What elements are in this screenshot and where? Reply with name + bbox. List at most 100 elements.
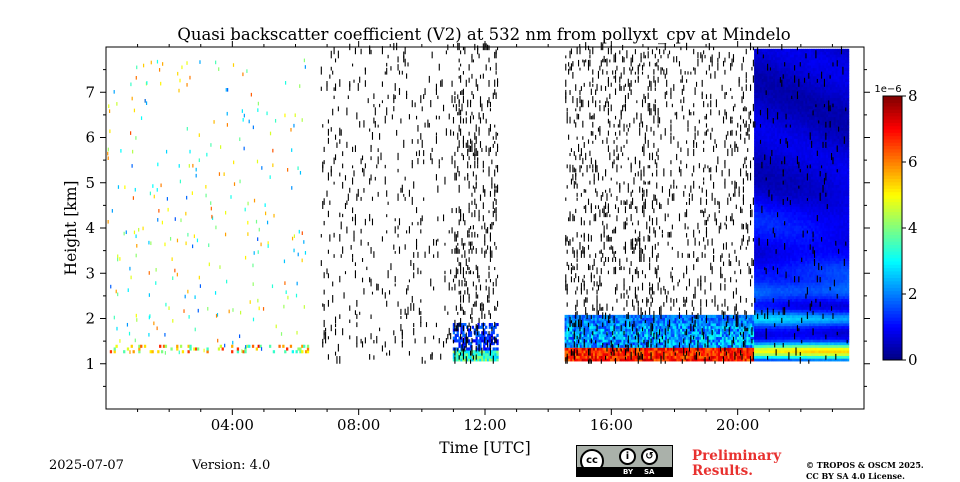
heat-cell	[771, 75, 774, 80]
heat-cell	[754, 105, 757, 109]
heat-cell	[780, 108, 783, 112]
heat-cell	[774, 151, 778, 156]
heat-cell	[778, 287, 782, 291]
heat-cell	[610, 350, 613, 354]
heat-cell	[647, 355, 651, 359]
heat-cell	[782, 211, 785, 215]
heat-cell	[757, 97, 761, 101]
heat-cell	[780, 130, 783, 134]
heat-cell	[769, 331, 772, 335]
heat-cell	[680, 325, 683, 329]
heat-cell	[784, 151, 787, 156]
heat-cell	[774, 333, 778, 337]
heat-cell	[774, 217, 778, 221]
heat-cell	[788, 309, 791, 313]
heat-cell	[786, 200, 789, 204]
heat-cell	[572, 342, 575, 346]
heat-cell	[780, 170, 783, 175]
heat-cell	[653, 358, 656, 362]
heat-cell	[782, 257, 785, 261]
heat-cell	[776, 304, 780, 308]
heat-cell	[678, 350, 681, 354]
heat-cell	[176, 347, 179, 351]
heat-cell	[490, 350, 493, 354]
heat-cell	[791, 179, 795, 183]
heat-cell	[755, 160, 759, 164]
heat-cell	[771, 65, 774, 69]
heat-cell	[754, 168, 757, 172]
heat-cell	[795, 122, 799, 126]
heat-cell	[477, 339, 480, 343]
heat-cell	[460, 352, 463, 357]
heat-cell	[579, 336, 583, 340]
heat-cell	[790, 176, 793, 180]
heat-cell	[799, 203, 802, 207]
heat-cell	[774, 298, 778, 302]
heat-cell	[763, 271, 766, 275]
heat-cell	[617, 314, 620, 318]
heat-cell	[767, 350, 770, 354]
heat-cell	[786, 230, 789, 234]
heat-cell	[602, 323, 605, 327]
heat-cell	[784, 320, 787, 324]
heat-cell	[719, 336, 723, 340]
heat-cell	[799, 298, 802, 302]
heat-cell	[801, 350, 804, 354]
heat-cell	[780, 165, 783, 169]
heat-cell	[799, 336, 802, 340]
heat-cell	[665, 317, 668, 321]
heat-cell	[644, 323, 647, 327]
heat-cell	[793, 187, 797, 191]
heat-cell	[784, 233, 787, 237]
heat-cell	[769, 252, 772, 256]
heat-cell	[773, 252, 776, 256]
heat-cell	[704, 347, 708, 351]
heat-cell	[674, 317, 677, 321]
heat-cell	[467, 333, 471, 337]
heat-cell	[776, 352, 780, 357]
heat-cell	[742, 317, 746, 321]
heat-cell	[661, 314, 664, 318]
heat-cell	[799, 84, 802, 88]
heat-cell	[797, 249, 800, 253]
heat-cell	[769, 151, 772, 156]
heat-cell	[795, 100, 799, 104]
heat-cell	[655, 352, 658, 357]
heat-cell	[776, 176, 780, 180]
heat-cell	[769, 274, 772, 278]
heat-cell	[697, 336, 700, 340]
heat-cell	[780, 154, 783, 158]
heat-cell	[773, 138, 776, 142]
heat-cell	[799, 241, 802, 245]
heat-cell	[780, 236, 783, 240]
heat-cell	[769, 285, 772, 289]
heat-cell	[769, 113, 772, 118]
heat-cell	[466, 347, 469, 351]
heat-cell	[776, 65, 780, 69]
heat-cell	[780, 339, 783, 343]
heat-cell	[594, 314, 598, 318]
heat-cell	[769, 217, 772, 221]
heat-cell	[659, 336, 662, 340]
heat-cell	[765, 84, 768, 88]
heat-cell	[782, 179, 785, 183]
heat-cell	[799, 154, 802, 158]
heat-cell	[759, 320, 763, 324]
heat-cell	[759, 160, 763, 164]
heat-cell	[765, 65, 768, 69]
heat-cell	[767, 252, 770, 256]
heat-cell	[790, 352, 793, 357]
heat-cell	[574, 342, 577, 346]
heat-cell	[708, 358, 711, 362]
heat-cell	[714, 347, 717, 351]
heat-cell	[782, 154, 785, 158]
heat-cell	[774, 325, 778, 329]
heat-cell	[791, 173, 795, 177]
heat-cell	[765, 122, 768, 126]
heat-cell	[801, 160, 804, 164]
heat-cell	[799, 255, 802, 259]
heat-cell	[634, 328, 637, 332]
heat-cell	[718, 342, 721, 346]
heat-cell	[304, 350, 308, 354]
heat-cell	[765, 206, 768, 210]
